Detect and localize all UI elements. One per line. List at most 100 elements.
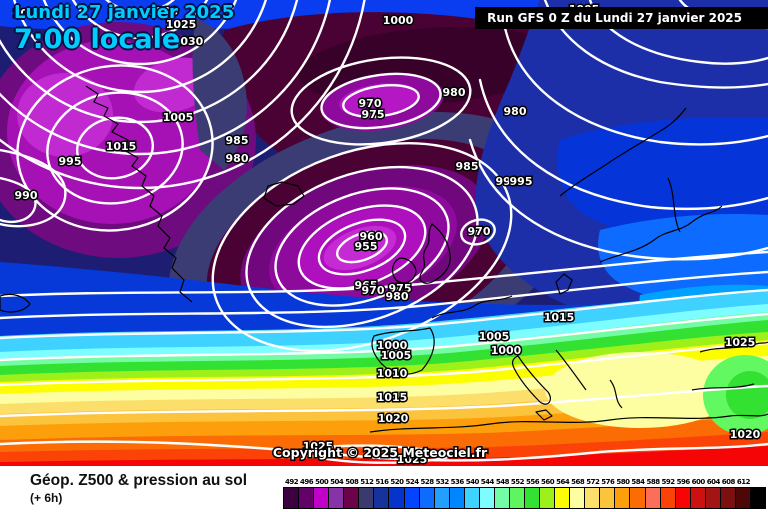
scale-tick-label: 504 — [330, 478, 344, 486]
pressure-label: 990 — [15, 189, 38, 202]
pressure-label: 965 — [355, 279, 378, 292]
scale-swatch — [689, 487, 706, 509]
scale-swatch — [719, 487, 736, 509]
scale-swatch — [403, 487, 420, 509]
pressure-label: 1015 — [544, 311, 575, 324]
scale-cell: 544 — [478, 478, 495, 509]
pressure-label: 970 — [362, 284, 385, 297]
scale-cell: 536 — [448, 478, 465, 509]
scale-tick-label: 516 — [375, 478, 389, 486]
scale-cell: 592 — [659, 478, 676, 509]
pressure-label: 1010 — [377, 367, 408, 380]
scale-cell: 524 — [403, 478, 420, 509]
pressure-label: 1030 — [173, 35, 204, 48]
scale-cell: 520 — [388, 478, 405, 509]
scale-tick-label: 500 — [315, 478, 329, 486]
scale-tick-label: 528 — [420, 478, 435, 486]
scale-cell: 576 — [599, 478, 616, 509]
scale-swatch — [493, 487, 510, 509]
pressure-label: 995 — [510, 175, 533, 188]
scale-cell: 600 — [689, 478, 706, 509]
scale-swatch — [358, 487, 375, 509]
scale-tick-label: 524 — [405, 478, 419, 486]
scale-swatch — [343, 487, 360, 509]
pressure-label: 985 — [226, 134, 249, 147]
scale-cell: 548 — [493, 478, 510, 509]
pressure-label: 1020 — [148, 5, 179, 18]
pressure-label: 1025 — [397, 453, 428, 466]
scale-tick-label: 568 — [571, 478, 585, 486]
scale-tick-label: 588 — [646, 478, 660, 486]
scale-cell: 588 — [644, 478, 661, 509]
scale-swatch — [644, 487, 661, 509]
scale-tick-label: 544 — [480, 478, 495, 486]
scale-cell: 504 — [328, 478, 345, 509]
scale-swatch — [463, 487, 480, 509]
scale-swatch — [749, 487, 766, 509]
scale-cell: 604 — [704, 478, 721, 509]
scale-cell: 608 — [719, 478, 736, 509]
scale-tick-label: 492 — [284, 478, 299, 486]
lead-time-label: (+ 6h) — [30, 491, 63, 505]
scale-cell: 552 — [508, 478, 525, 509]
scale-tick-label: 604 — [706, 478, 721, 486]
pressure-label: 1020 — [378, 412, 409, 425]
scale-swatch — [599, 487, 616, 509]
scale-tick-label: 560 — [541, 478, 555, 486]
scale-cell: 596 — [674, 478, 691, 509]
scale-cell: 496 — [298, 478, 315, 509]
footer-bar: Géop. Z500 & pression au sol (+ 6h) 492 4… — [0, 466, 768, 512]
scale-cell: 564 — [554, 478, 571, 509]
pressure-label: 1005 — [381, 349, 412, 362]
pressure-label: 1005 — [163, 111, 194, 124]
scale-tick-label: 512 — [360, 478, 374, 486]
pressure-label: 1010 — [13, 7, 44, 20]
scale-tick-label: 496 — [300, 478, 314, 486]
pressure-label: 995 — [59, 155, 82, 168]
scale-cell: 532 — [433, 478, 450, 509]
scale-swatch — [554, 487, 571, 509]
scale-swatch — [373, 487, 390, 509]
scale-cell: 568 — [569, 478, 586, 509]
scale-cell: 500 — [313, 478, 330, 509]
scale-cell: 540 — [463, 478, 480, 509]
pressure-label: 990 — [496, 175, 519, 188]
scale-cell: 516 — [373, 478, 390, 509]
scale-swatch — [539, 487, 556, 509]
scale-swatch — [659, 487, 676, 509]
scale-swatch — [508, 487, 525, 509]
pressure-label: 1025 — [303, 440, 334, 453]
pressure-label: 1015 — [377, 391, 408, 404]
pressure-label: 1025 — [725, 336, 756, 349]
scale-swatch — [614, 487, 631, 509]
pressure-label: 1000 — [491, 344, 522, 357]
scale-swatch — [629, 487, 646, 509]
scale-cell: 492 — [283, 478, 300, 509]
scale-cell: 572 — [584, 478, 601, 509]
scale-cell: 560 — [539, 478, 556, 509]
pressure-label: 975 — [362, 108, 385, 121]
pressure-label: 975 — [389, 282, 412, 295]
coastlines — [0, 85, 768, 433]
scale-tick-label: 612 — [736, 478, 751, 486]
scale-tick-label: 508 — [345, 478, 359, 486]
scale-cell: 556 — [524, 478, 541, 509]
pressure-label: 980 — [386, 290, 409, 303]
pressure-label: 980 — [443, 86, 466, 99]
scale-swatch — [298, 487, 315, 509]
pressure-label: 1020 — [730, 428, 761, 441]
scale-swatch — [418, 487, 435, 509]
pressure-label: 1000 — [383, 14, 414, 27]
scale-swatch — [433, 487, 450, 509]
scale-tick-label: 580 — [616, 478, 630, 486]
scale-tick-label: 536 — [450, 478, 465, 486]
scale-tick-label: 576 — [601, 478, 615, 486]
pressure-label: 970 — [468, 225, 491, 238]
color-scale-legend: 492 496 500 504 508 512 516 520 524 528 532 536 540 5… — [283, 478, 766, 509]
scale-swatch — [734, 487, 751, 509]
scale-swatch — [674, 487, 691, 509]
scale-cell-end — [749, 478, 766, 509]
scale-tick-label: 540 — [465, 478, 480, 486]
color-scale-cells: 492 496 500 504 508 512 516 520 524 528 532 536 540 5… — [283, 478, 766, 509]
